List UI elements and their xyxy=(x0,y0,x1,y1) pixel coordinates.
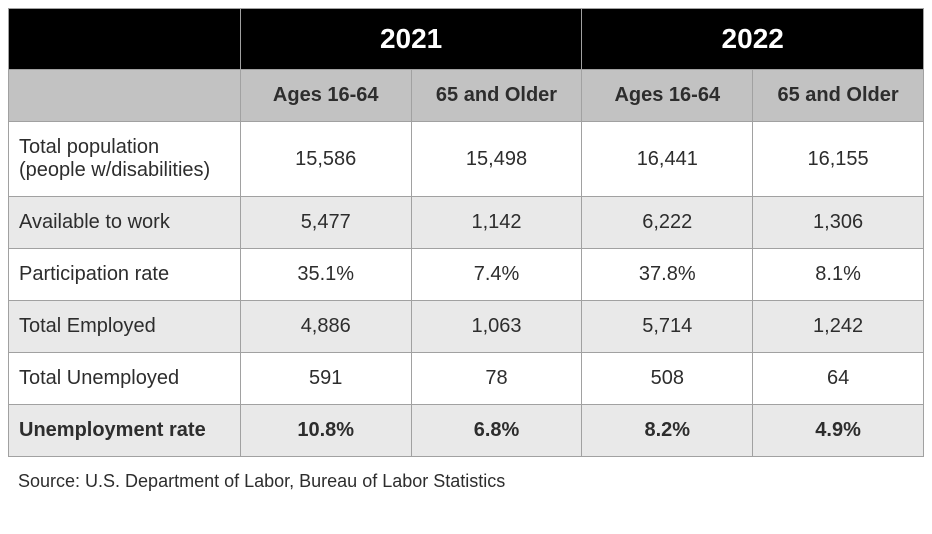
table-row: Total Employed4,8861,0635,7141,242 xyxy=(9,301,924,353)
labor-stats-table-wrap: 2021 2022 Ages 16-64 65 and Older Ages 1… xyxy=(8,8,924,502)
data-cell: 8.2% xyxy=(582,405,753,457)
data-cell: 591 xyxy=(240,353,411,405)
table-row: Participation rate35.1%7.4%37.8%8.1% xyxy=(9,249,924,301)
data-cell: 35.1% xyxy=(240,249,411,301)
row-label: Total population(people w/disabilities) xyxy=(9,122,241,197)
age-subheader-2021-young: Ages 16-64 xyxy=(240,70,411,122)
data-cell: 5,714 xyxy=(582,301,753,353)
table-body: Total population(people w/disabilities)1… xyxy=(9,122,924,457)
data-cell: 64 xyxy=(753,353,924,405)
year-header-2022: 2022 xyxy=(582,9,924,70)
data-cell: 1,063 xyxy=(411,301,582,353)
year-header-row: 2021 2022 xyxy=(9,9,924,70)
data-cell: 4.9% xyxy=(753,405,924,457)
age-subheader-row: Ages 16-64 65 and Older Ages 16-64 65 an… xyxy=(9,70,924,122)
age-subheader-2021-old: 65 and Older xyxy=(411,70,582,122)
age-subheader-2022-old: 65 and Older xyxy=(753,70,924,122)
data-cell: 6,222 xyxy=(582,197,753,249)
table-row: Total Unemployed5917850864 xyxy=(9,353,924,405)
data-cell: 16,441 xyxy=(582,122,753,197)
data-cell: 78 xyxy=(411,353,582,405)
data-cell: 37.8% xyxy=(582,249,753,301)
row-label: Available to work xyxy=(9,197,241,249)
table-row: Total population(people w/disabilities)1… xyxy=(9,122,924,197)
data-cell: 15,586 xyxy=(240,122,411,197)
data-cell: 16,155 xyxy=(753,122,924,197)
data-cell: 8.1% xyxy=(753,249,924,301)
table-row: Available to work5,4771,1426,2221,306 xyxy=(9,197,924,249)
data-cell: 1,142 xyxy=(411,197,582,249)
row-label: Participation rate xyxy=(9,249,241,301)
data-cell: 6.8% xyxy=(411,405,582,457)
year-header-2021: 2021 xyxy=(240,9,582,70)
data-cell: 5,477 xyxy=(240,197,411,249)
table-row: Unemployment rate10.8%6.8%8.2%4.9% xyxy=(9,405,924,457)
row-label: Total Unemployed xyxy=(9,353,241,405)
data-cell: 508 xyxy=(582,353,753,405)
data-cell: 7.4% xyxy=(411,249,582,301)
source-note: Source: U.S. Department of Labor, Bureau… xyxy=(8,457,924,502)
data-cell: 1,242 xyxy=(753,301,924,353)
age-subheader-empty xyxy=(9,70,241,122)
data-cell: 15,498 xyxy=(411,122,582,197)
data-cell: 1,306 xyxy=(753,197,924,249)
data-cell: 4,886 xyxy=(240,301,411,353)
row-label: Unemployment rate xyxy=(9,405,241,457)
row-label: Total Employed xyxy=(9,301,241,353)
data-cell: 10.8% xyxy=(240,405,411,457)
year-header-empty xyxy=(9,9,241,70)
age-subheader-2022-young: Ages 16-64 xyxy=(582,70,753,122)
labor-stats-table: 2021 2022 Ages 16-64 65 and Older Ages 1… xyxy=(8,8,924,457)
